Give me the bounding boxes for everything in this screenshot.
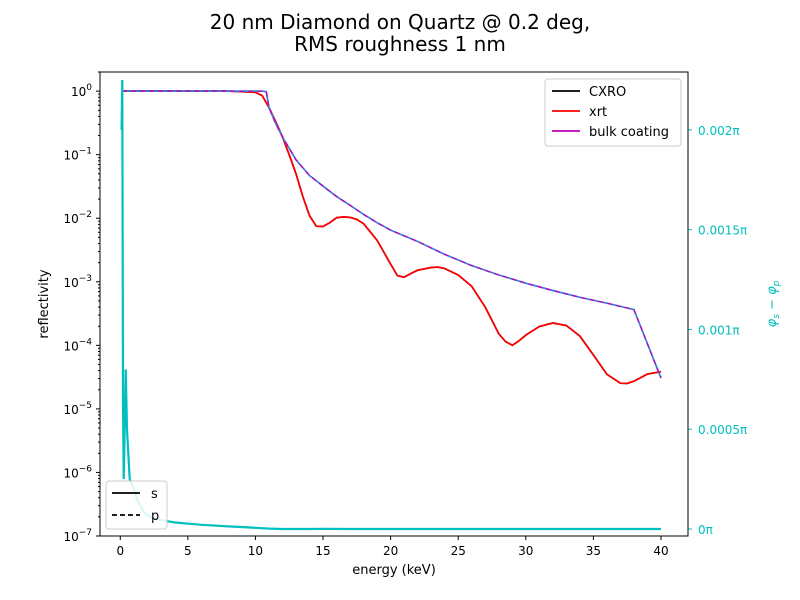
legend-label-s: s (151, 487, 158, 502)
x-tick-label: 0 (116, 544, 124, 558)
chart-title-line2: RMS roughness 1 nm (294, 32, 506, 56)
y2-sub-p: p (772, 280, 782, 287)
legend-label-p: p (151, 509, 159, 524)
y-tick-label: 10−5 (63, 401, 92, 417)
y2-axis-label: φs − φp (765, 280, 782, 327)
x-tick-label: 20 (383, 544, 398, 558)
x-tick-label: 15 (315, 544, 330, 558)
y2-sub-s: s (772, 314, 782, 319)
y2-tick-label: 0π (698, 523, 713, 537)
x-tick-label: 10 (248, 544, 263, 558)
y-tick-exponent: −5 (79, 401, 92, 411)
y-tick-mantissa: 10 (63, 530, 78, 544)
x-axis-label: energy (keV) (352, 563, 436, 578)
y2-minus: − (765, 295, 780, 314)
y-tick-exponent: −2 (79, 210, 92, 220)
y-tick-mantissa: 10 (63, 403, 78, 417)
x-tick-label: 30 (518, 544, 533, 558)
legend-label-bulk: bulk coating (589, 125, 669, 140)
y-tick-label: 10−1 (63, 147, 92, 163)
legend-series: CXRO xrt bulk coating (544, 78, 682, 147)
chart-title-line1: 20 nm Diamond on Quartz @ 0.2 deg, (210, 10, 590, 34)
y-tick-exponent: −6 (79, 464, 93, 474)
y-tick-label: 100 (71, 83, 92, 99)
series-line-xrt (122, 90, 662, 385)
legend-polarization: s p (105, 480, 168, 530)
series-line-bulk-coating-p (122, 90, 662, 379)
y-tick-exponent: −3 (79, 274, 92, 284)
tick-layer: 0 5 10 15 20 25 30 35 4010010−110−210−310−410−51… (63, 71, 747, 558)
plot-frame (99, 71, 689, 537)
y-tick-label: 10−2 (63, 210, 92, 226)
y-tick-exponent: −7 (79, 528, 92, 538)
y-tick-mantissa: 10 (63, 276, 78, 290)
legend-label-cxro: CXRO (589, 85, 626, 100)
y-tick-exponent: −1 (79, 147, 92, 157)
y-tick-exponent: 0 (86, 83, 92, 93)
y-tick-mantissa: 10 (71, 85, 86, 99)
y-tick-mantissa: 10 (63, 339, 78, 353)
plot-lines (120, 79, 662, 531)
y2-tick-label: 0.002π (698, 124, 740, 138)
y2-tick-label: 0.001π (698, 323, 740, 337)
y2-tick-label: 0.0005π (698, 423, 747, 437)
y-tick-mantissa: 10 (63, 212, 78, 226)
y-tick-label: 10−6 (63, 464, 92, 480)
legend-label-xrt: xrt (589, 105, 607, 120)
y-tick-label: 10−3 (63, 274, 92, 290)
x-tick-label: 25 (451, 544, 466, 558)
y2-tick-label: 0.0015π (698, 224, 747, 238)
x-tick-label: 5 (184, 544, 192, 558)
y2-axis-label-text: φs − φp (765, 280, 782, 327)
y-tick-label: 10−7 (63, 528, 92, 544)
x-tick-label: 40 (653, 544, 668, 558)
series-line-phase-difference (120, 79, 661, 531)
x-tick-label: 35 (586, 544, 601, 558)
y-tick-exponent: −4 (79, 337, 93, 347)
legend-series-box (544, 78, 682, 147)
y-axis-label: reflectivity (37, 269, 52, 339)
y-tick-mantissa: 10 (63, 466, 78, 480)
y-tick-label: 10−4 (63, 337, 92, 353)
y-tick-mantissa: 10 (63, 149, 78, 163)
